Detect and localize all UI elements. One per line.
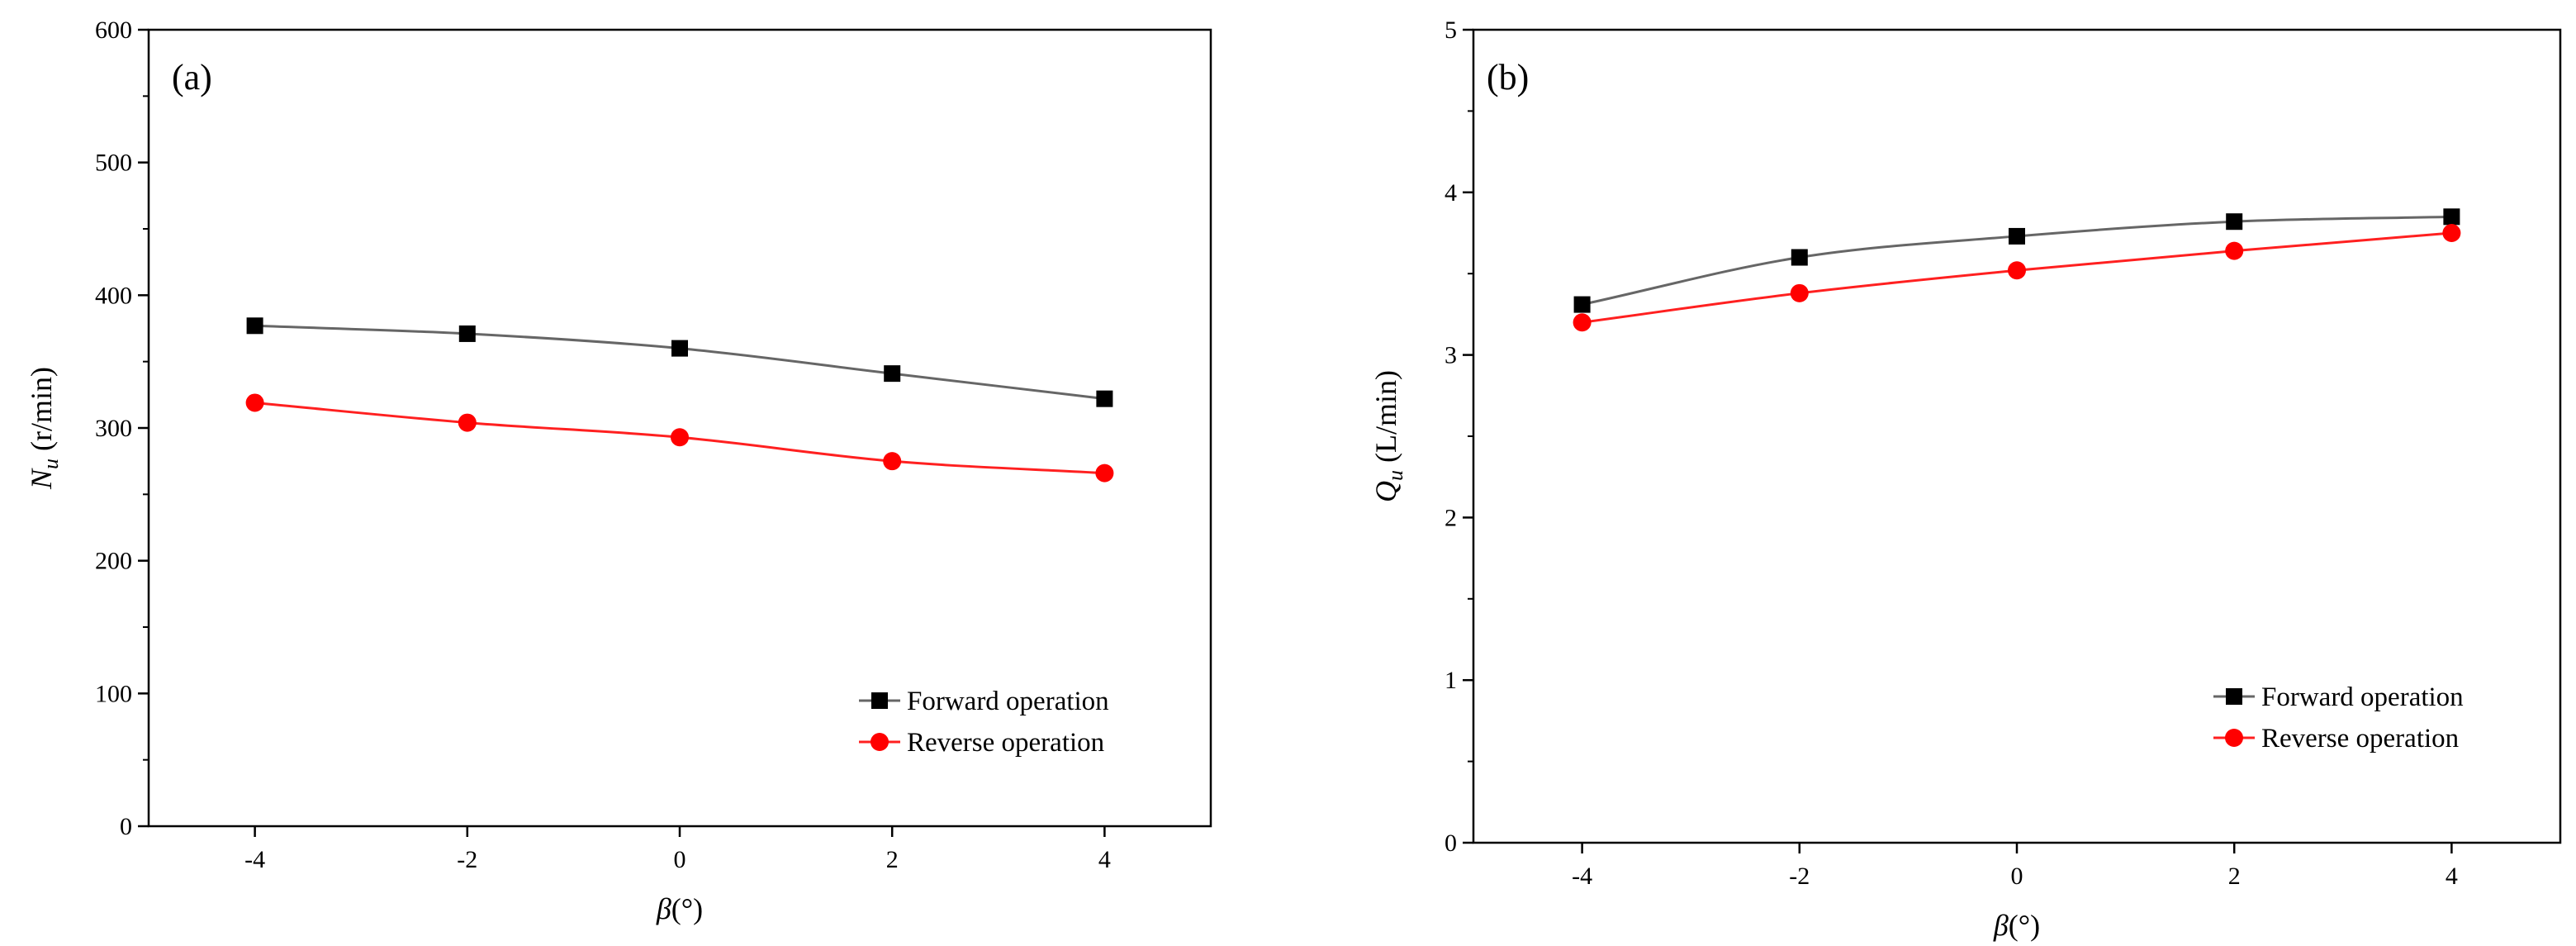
x-tick-label: 0 <box>674 846 686 873</box>
legend: Forward operation Reverse operation <box>859 687 1109 758</box>
data-point <box>883 452 902 471</box>
x-tick-label: 4 <box>2446 863 2458 890</box>
data-point <box>2008 261 2026 280</box>
data-point <box>1790 283 1809 302</box>
x-tick-label: 0 <box>2011 863 2023 890</box>
y-tick-label: 5 <box>1445 17 1457 44</box>
x-tick-label: -2 <box>457 846 477 873</box>
x-tick-label: 4 <box>1098 846 1111 873</box>
data-point <box>671 428 689 447</box>
legend-marker <box>871 692 888 709</box>
data-point <box>2009 227 2025 245</box>
data-point <box>245 393 264 412</box>
data-point <box>1095 463 1114 483</box>
y-tick-label: 400 <box>95 282 132 309</box>
data-point <box>1573 296 1591 313</box>
legend-label: Reverse operation <box>2261 724 2459 753</box>
x-tick-label: -2 <box>1789 863 1810 890</box>
x-axis: -4 -2 0 2 4 <box>1572 843 2458 890</box>
series-reverse <box>245 393 1114 483</box>
series-forward <box>1573 208 2460 313</box>
y-axis-title: Nu (r/min) <box>25 367 63 490</box>
panel-label: (a) <box>172 57 212 97</box>
y-tick-label: 0 <box>120 813 132 840</box>
series-forward <box>246 317 1113 407</box>
panel-b: -4 -2 0 2 4 0 1 2 3 4 5 β(°) Qu (L/min) (b) Forward op… <box>1369 17 2562 942</box>
y-axis: 0 1 2 3 4 5 <box>1445 17 1473 857</box>
plot-frame <box>1472 28 2562 844</box>
y-tick-label: 300 <box>95 415 132 442</box>
legend-label: Forward operation <box>907 687 1109 716</box>
x-axis: -4 -2 0 2 4 <box>244 826 1111 873</box>
y-tick-label: 200 <box>95 548 132 575</box>
data-point <box>2225 241 2244 260</box>
panel-a: -4 -2 0 2 4 0 100 200 300 400 500 600 β(°) Nu (r/min)… <box>25 17 1212 925</box>
x-axis-title: β(°) <box>656 892 703 925</box>
y-axis-title: Qu (L/min) <box>1369 370 1407 502</box>
y-tick-label: 3 <box>1445 342 1457 369</box>
legend: Forward operation Reverse operation <box>2213 682 2464 753</box>
series-line <box>254 324 1105 401</box>
series-reverse <box>1573 224 2461 332</box>
data-point <box>1573 313 1592 332</box>
y-tick-label: 4 <box>1445 179 1457 207</box>
data-point <box>1096 390 1113 407</box>
y-tick-label: 1 <box>1445 667 1457 694</box>
y-tick-label: 500 <box>95 150 132 177</box>
legend-marker <box>2225 729 2243 747</box>
legend-marker <box>2226 688 2242 705</box>
panel-label: (b) <box>1487 57 1529 97</box>
data-point <box>458 325 476 342</box>
data-point <box>2226 213 2243 231</box>
data-point <box>458 413 477 432</box>
y-tick-label: 2 <box>1445 504 1457 531</box>
data-point <box>246 317 263 335</box>
data-point <box>2442 224 2461 242</box>
y-tick-label: 0 <box>1445 830 1457 857</box>
y-tick-label: 600 <box>95 17 132 44</box>
data-point <box>671 340 688 357</box>
legend-label: Reverse operation <box>907 728 1104 758</box>
x-tick-label: -4 <box>1572 863 1592 890</box>
data-point <box>884 365 901 383</box>
x-tick-label: 2 <box>886 846 899 873</box>
y-tick-label: 100 <box>95 680 132 707</box>
x-axis-title: β(°) <box>1993 909 2040 942</box>
x-tick-label: -4 <box>244 846 265 873</box>
x-tick-label: 2 <box>2228 863 2241 890</box>
legend-label: Forward operation <box>2261 682 2464 712</box>
y-axis: 0 100 200 300 400 500 600 <box>95 17 149 840</box>
legend-marker <box>871 733 889 751</box>
data-point <box>2443 208 2460 226</box>
data-point <box>1791 249 1808 266</box>
